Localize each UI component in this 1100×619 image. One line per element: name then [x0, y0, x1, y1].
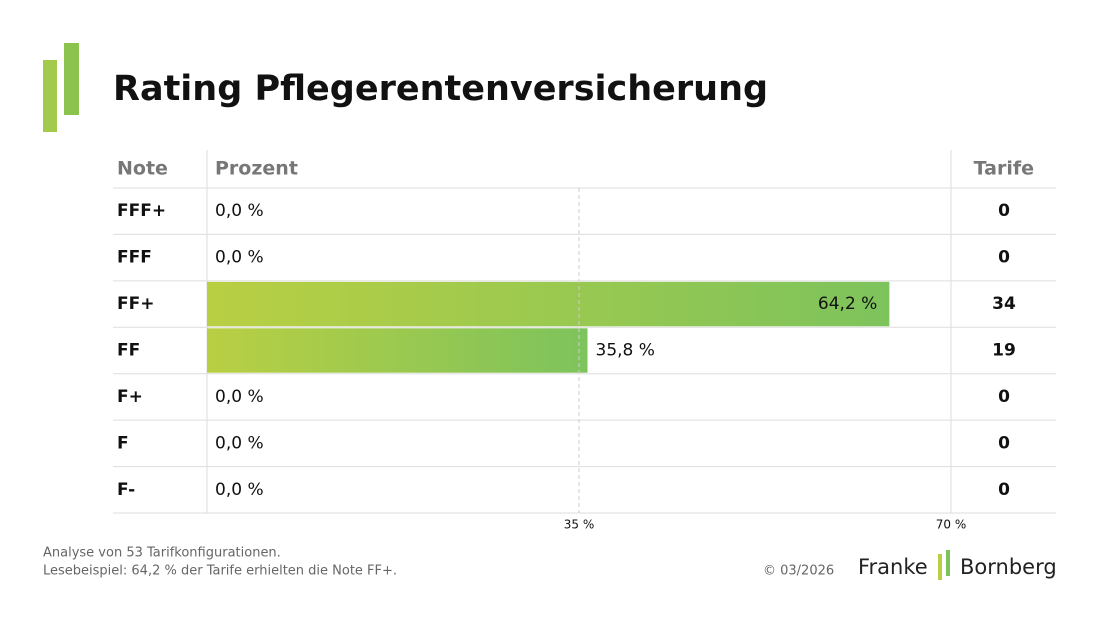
- brand: Bornberg: [960, 555, 1057, 579]
- value-label: 0,0 %: [215, 201, 264, 221]
- brand: Franke: [858, 555, 928, 579]
- category-label: F+: [117, 387, 143, 407]
- tarife-value: 0: [998, 387, 1010, 407]
- logo-bar: [64, 43, 79, 115]
- category-label: FFF+: [117, 201, 166, 221]
- chart-title: Rating Pflegerentenversicherung: [113, 69, 768, 109]
- value-label: 0,0 %: [215, 387, 264, 407]
- tarife-value: 0: [998, 201, 1010, 221]
- value-label: 64,2 %: [818, 294, 877, 314]
- copyright: © 03/2026: [763, 564, 834, 579]
- category-label: FFF: [117, 248, 152, 268]
- brand-mark: [938, 554, 942, 580]
- category-label: F: [117, 433, 129, 453]
- column-header: Tarife: [974, 158, 1034, 180]
- x-tick-label: 70 %: [936, 518, 967, 532]
- column-header: Prozent: [215, 158, 298, 180]
- logo-bar: [43, 60, 57, 132]
- x-tick-label: 35 %: [564, 518, 595, 532]
- category-label: F-: [117, 480, 135, 500]
- note: Lesebeispiel: 64,2 % der Tarife erhielte…: [43, 564, 397, 579]
- bar: [207, 328, 588, 373]
- tarife-value: 34: [992, 294, 1016, 314]
- brand-mark: [946, 550, 950, 576]
- tarife-value: 19: [992, 341, 1016, 361]
- bar: [207, 281, 890, 327]
- tarife-value: 0: [998, 248, 1010, 268]
- value-label: 0,0 %: [215, 248, 264, 268]
- category-label: FF: [117, 341, 140, 361]
- column-header: Note: [117, 158, 168, 180]
- tarife-value: 0: [998, 480, 1010, 500]
- note: Analyse von 53 Tarifkonfigurationen.: [43, 546, 281, 561]
- value-label: 0,0 %: [215, 433, 264, 453]
- category-label: FF+: [117, 294, 154, 314]
- value-label: 0,0 %: [215, 480, 264, 500]
- tarife-value: 0: [998, 433, 1010, 453]
- value-label: 35,8 %: [596, 341, 655, 361]
